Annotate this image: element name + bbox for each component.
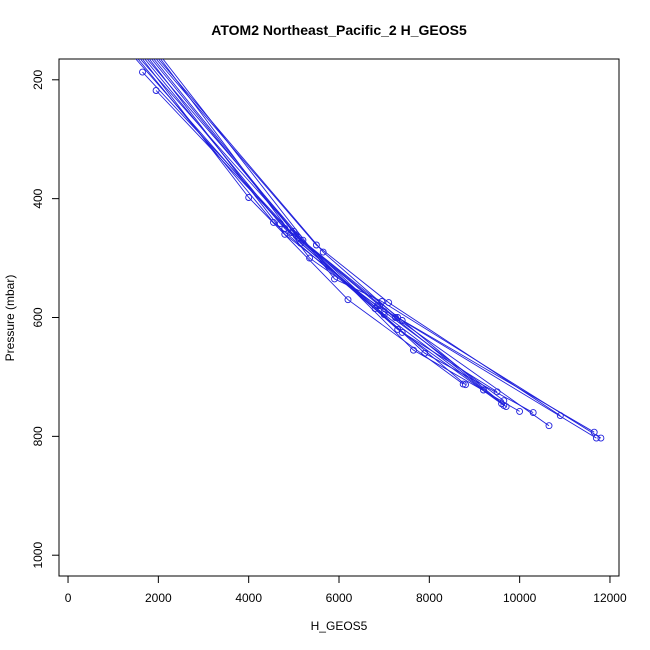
data-point [371, 305, 379, 313]
data-point [480, 386, 487, 394]
data-point [394, 314, 402, 321]
y-tick-label: 200 [31, 69, 45, 89]
series-line-5 [144, 59, 502, 405]
x-tick-label: 2000 [145, 591, 172, 605]
data-point [502, 403, 510, 411]
series-line-14 [142, 71, 466, 386]
plot-frame [58, 58, 620, 577]
data-point [152, 87, 160, 94]
data-point [319, 248, 327, 256]
series-line-9 [153, 59, 507, 407]
series-line-4 [142, 59, 464, 385]
y-axis-label: Pressure (mbar) [3, 275, 17, 362]
y-axis: 200 400 600 800 1000 [31, 69, 60, 569]
data-point [288, 229, 296, 236]
data-point [398, 328, 406, 336]
data-point [306, 254, 314, 262]
series-line-3 [139, 59, 520, 412]
y-tick-label: 600 [31, 307, 45, 327]
x-tick-label: 0 [65, 591, 72, 605]
series-line-8 [151, 59, 550, 427]
series-line-13 [162, 59, 602, 439]
data-point [139, 68, 146, 76]
y-tick-label: 1000 [31, 542, 45, 569]
x-tick-label: 10000 [503, 591, 537, 605]
data-point [462, 381, 469, 389]
x-tick-label: 8000 [416, 591, 443, 605]
data-point [545, 422, 553, 430]
data-point [245, 194, 253, 201]
data-point [597, 434, 605, 442]
series-line-12 [160, 59, 597, 439]
series-line-2 [137, 59, 505, 406]
data-point [312, 241, 320, 249]
x-tick-label: 4000 [235, 591, 262, 605]
x-axis: 0 2000 4000 6000 8000 10000 12000 [65, 575, 627, 605]
y-tick-label: 400 [31, 188, 45, 208]
data-point [380, 311, 388, 318]
data-point [297, 239, 305, 247]
chart-title: ATOM2 Northeast_Pacific_2 H_GEOS5 [211, 22, 467, 38]
y-tick-label: 800 [31, 426, 45, 446]
series-layer [135, 59, 605, 442]
series-line-7 [148, 59, 505, 402]
data-point [516, 407, 524, 415]
x-tick-label: 6000 [326, 591, 353, 605]
data-point [344, 296, 352, 304]
series-line-11 [158, 59, 595, 433]
x-axis-label: H_GEOS5 [311, 619, 368, 633]
series-line-10 [155, 59, 561, 416]
data-point [281, 230, 289, 238]
data-point [500, 397, 508, 405]
series-line-15 [155, 90, 484, 391]
data-point [331, 275, 338, 283]
data-point [378, 298, 386, 305]
x-tick-label: 12000 [593, 591, 627, 605]
